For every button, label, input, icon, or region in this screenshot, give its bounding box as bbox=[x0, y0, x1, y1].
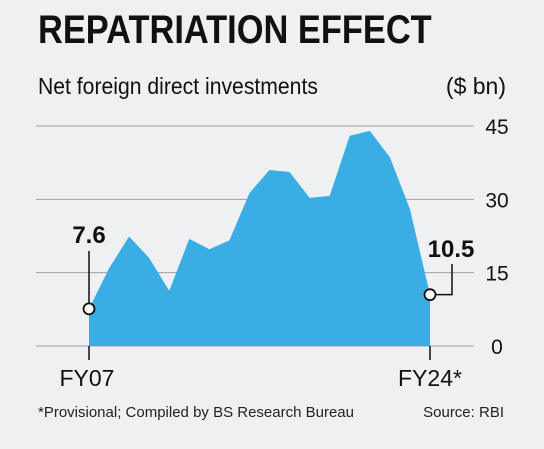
y-tick-label: 0 bbox=[491, 336, 503, 359]
y-tick-label: 45 bbox=[485, 116, 508, 139]
annotation-marker bbox=[423, 288, 437, 302]
unit-label: ($ bn) bbox=[445, 73, 506, 99]
data-label: 10.5 bbox=[428, 236, 475, 263]
annotation-leader bbox=[435, 264, 453, 296]
chart-title: REPATRIATION EFFECT bbox=[38, 8, 432, 52]
data-label: 7.6 bbox=[72, 222, 105, 249]
x-tick-label: FY07 bbox=[60, 365, 115, 391]
y-tick-label: 15 bbox=[485, 263, 508, 286]
source-note: Source: RBI bbox=[423, 404, 504, 421]
x-tick-label: FY24* bbox=[398, 365, 462, 391]
y-tick-label: 30 bbox=[485, 189, 508, 212]
chart-subtitle: Net foreign direct investments bbox=[38, 73, 318, 99]
annotation-marker bbox=[82, 302, 96, 316]
area-series bbox=[89, 130, 430, 346]
footnote: *Provisional; Compiled by BS Research Bu… bbox=[38, 404, 354, 421]
